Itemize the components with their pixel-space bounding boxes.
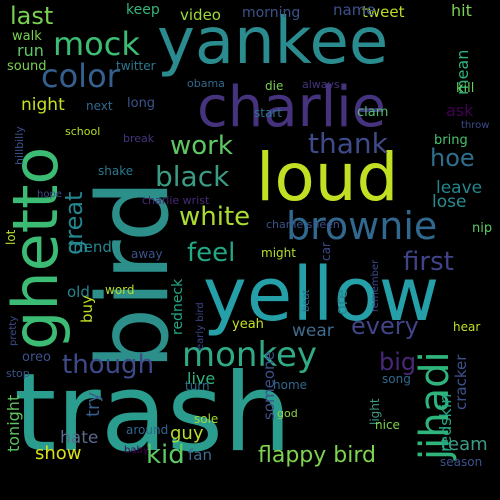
cloud-word: ore bbox=[332, 289, 351, 315]
cloud-word: song bbox=[382, 372, 411, 386]
cloud-word: school bbox=[65, 125, 101, 138]
cloud-word: yellow bbox=[203, 252, 440, 338]
cloud-word: color bbox=[41, 57, 120, 95]
cloud-word: hope bbox=[37, 189, 62, 200]
cloud-word: turn bbox=[185, 379, 210, 393]
cloud-word: try bbox=[83, 391, 104, 417]
cloud-word: might bbox=[261, 246, 296, 260]
cloud-word: last bbox=[10, 2, 54, 30]
cloud-word: remember bbox=[370, 259, 381, 312]
cloud-word: sound bbox=[7, 59, 47, 74]
cloud-word: team bbox=[441, 434, 488, 455]
cloud-word: first bbox=[403, 247, 454, 277]
cloud-word: flappy bird bbox=[258, 443, 376, 468]
cloud-word: early bird bbox=[195, 302, 206, 350]
cloud-word: black bbox=[155, 160, 230, 193]
cloud-word: though bbox=[62, 350, 155, 380]
cloud-word: name bbox=[333, 1, 376, 19]
cloud-word: leave bbox=[436, 178, 483, 198]
cloud-word: bring bbox=[434, 133, 468, 148]
cloud-word: work bbox=[170, 131, 233, 161]
cloud-word: shake bbox=[98, 164, 134, 178]
cloud-word: kill bbox=[456, 81, 475, 96]
cloud-word: redneck bbox=[170, 278, 186, 335]
cloud-word: mock bbox=[53, 25, 140, 63]
cloud-word: guy bbox=[170, 423, 204, 444]
cloud-word: someone bbox=[260, 351, 278, 420]
cloud-word: thank bbox=[308, 127, 388, 160]
cloud-word: god bbox=[277, 407, 298, 420]
cloud-word: throw bbox=[461, 120, 490, 131]
cloud-word: away bbox=[131, 247, 163, 261]
cloud-word: bird bbox=[77, 179, 191, 370]
cloud-word: keep bbox=[126, 2, 160, 18]
cloud-word: hate bbox=[60, 428, 99, 448]
cloud-word: buy bbox=[78, 295, 96, 323]
cloud-word: lose bbox=[432, 192, 467, 212]
cloud-word: big bbox=[379, 348, 417, 376]
cloud-word: die bbox=[265, 79, 284, 93]
cloud-word: stop bbox=[6, 367, 30, 380]
cloud-word: sole bbox=[194, 412, 219, 426]
cloud-word: pretty bbox=[8, 315, 19, 346]
cloud-word: nice bbox=[375, 418, 400, 432]
cloud-word: baby bbox=[124, 445, 149, 456]
cloud-word: ask bbox=[446, 101, 474, 120]
cloud-word: oreo bbox=[22, 350, 51, 365]
cloud-word: every bbox=[351, 312, 419, 340]
cloud-word: white bbox=[179, 202, 251, 232]
cloud-word: run bbox=[17, 41, 44, 60]
cloud-word: yeah bbox=[232, 317, 264, 332]
cloud-word: live bbox=[187, 369, 216, 388]
cloud-word: charlie wrist bbox=[142, 194, 210, 207]
cloud-word: trash bbox=[14, 351, 292, 476]
cloud-word: feel bbox=[187, 238, 236, 268]
cloud-word: hit bbox=[451, 1, 472, 20]
cloud-word: obama bbox=[187, 77, 225, 90]
cloud-word: clam bbox=[357, 105, 389, 120]
cloud-word: always bbox=[302, 78, 340, 91]
cloud-word: twitter bbox=[116, 59, 156, 73]
cloud-word: redskin bbox=[436, 393, 455, 452]
cloud-word: morning bbox=[242, 5, 301, 21]
cloud-word: fan bbox=[188, 446, 212, 464]
cloud-word: wear bbox=[292, 321, 334, 341]
cloud-word: break bbox=[123, 132, 155, 145]
cloud-word: walk bbox=[12, 29, 42, 44]
cloud-word: lot bbox=[4, 229, 18, 245]
cloud-word: word bbox=[105, 283, 135, 297]
cloud-word: around bbox=[126, 423, 169, 437]
cloud-word: brownie bbox=[286, 204, 438, 248]
cloud-word: tweet bbox=[362, 3, 405, 21]
cloud-word: charlie sheen bbox=[266, 218, 340, 231]
cloud-word: monkey bbox=[182, 335, 317, 375]
cloud-word: long bbox=[127, 96, 156, 111]
cloud-word: nip bbox=[472, 221, 493, 236]
cloud-word: car bbox=[319, 242, 333, 261]
cloud-word: season bbox=[440, 455, 483, 469]
cloud-word: cracker bbox=[452, 354, 470, 410]
cloud-word: loud bbox=[256, 139, 399, 216]
cloud-word: next bbox=[86, 99, 113, 113]
cloud-word: night bbox=[21, 95, 65, 115]
cloud-word: hillbilly bbox=[13, 126, 26, 165]
cloud-word: old bbox=[67, 283, 90, 301]
cloud-word: video bbox=[180, 6, 221, 24]
cloud-word: beat bbox=[301, 289, 312, 312]
cloud-word: start bbox=[254, 106, 282, 120]
cloud-word: yankee bbox=[157, 5, 389, 79]
cloud-word: hear bbox=[453, 320, 481, 334]
cloud-word: tonight bbox=[4, 394, 23, 452]
cloud-word: kid bbox=[146, 440, 185, 470]
cloud-word: charlie bbox=[197, 75, 387, 140]
cloud-word: friend bbox=[68, 238, 112, 256]
cloud-word: show bbox=[35, 443, 82, 464]
cloud-word: hoe bbox=[430, 144, 475, 172]
cloud-word: home bbox=[273, 378, 308, 392]
